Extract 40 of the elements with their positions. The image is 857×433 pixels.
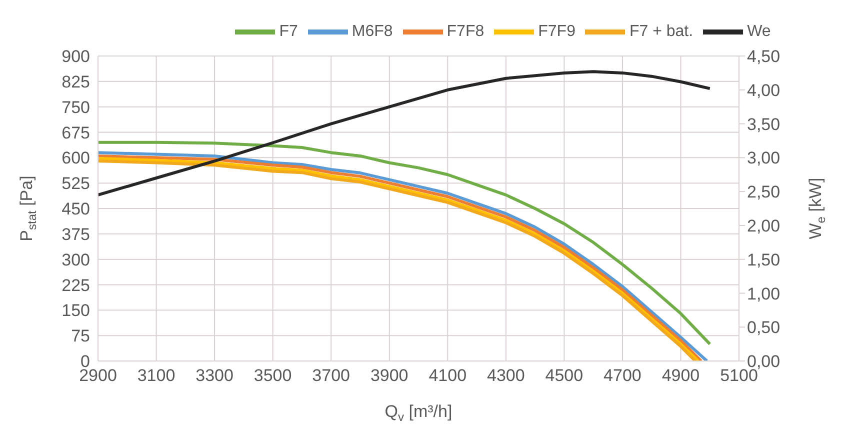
y2-tick-label: 3,00 (747, 148, 780, 168)
y-tick-label: 900 (62, 47, 90, 66)
legend-label: We (747, 23, 771, 40)
y2-tick-label: 4,50 (747, 47, 780, 66)
legend-label: F7F9 (538, 23, 576, 40)
x-tick-label: 5100 (720, 366, 758, 386)
legend-label: M6F8 (352, 23, 393, 40)
y2-tick-label: 1,00 (747, 284, 780, 304)
y2-tick-label: 1,50 (747, 250, 780, 270)
x-tick-label: 2900 (79, 366, 117, 386)
y2-tick-label: 0,50 (747, 318, 780, 338)
legend-label: F7 + bat. (629, 23, 694, 40)
y-tick-label: 150 (62, 301, 90, 320)
y-tick-label: 225 (62, 276, 90, 295)
x-tick-label: 4500 (545, 366, 584, 386)
x-tick-label: 4100 (428, 366, 467, 386)
y2-tick-label: 2,00 (747, 216, 780, 236)
y-tick-label: 600 (62, 148, 90, 168)
y-tick-label: 750 (62, 98, 90, 117)
y2-tick-label: 4,00 (747, 80, 780, 100)
x-axis-title: Q$_{v}$ [m³/h] (384, 402, 452, 424)
x-tick-label: 3300 (196, 366, 234, 386)
y-tick-label: 525 (62, 174, 90, 194)
x-tick-label: 4700 (604, 366, 642, 386)
x-tick-label: 4300 (486, 366, 525, 386)
y2-tick-label: 3,50 (747, 114, 780, 134)
x-tick-label: 4900 (662, 366, 700, 386)
y-tick-label: 450 (62, 200, 90, 219)
x-tick-label: 3700 (312, 366, 350, 386)
x-tick-label: 3500 (254, 366, 292, 386)
y-tick-label: 825 (62, 72, 90, 92)
x-tick-label: 3100 (137, 366, 176, 386)
y2-tick-label: 2,50 (747, 182, 780, 202)
y-tick-label: 375 (62, 224, 90, 244)
y-tick-label: 675 (62, 123, 90, 142)
legend-label: F7F8 (446, 23, 484, 40)
y-tick-label: 300 (62, 250, 90, 270)
y-tick-label: 75 (71, 326, 90, 346)
legend-label: F7 (279, 23, 298, 40)
x-tick-label: 3900 (370, 366, 408, 386)
